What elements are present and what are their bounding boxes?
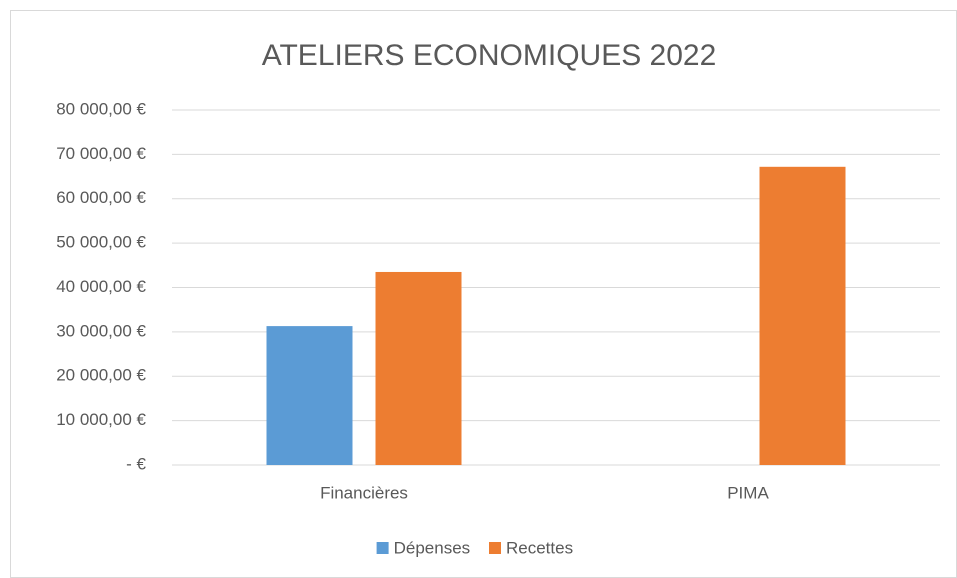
legend-swatch: [489, 542, 501, 554]
y-tick-label: 50 000,00 €: [56, 233, 146, 252]
legend-label: Dépenses: [394, 538, 471, 557]
y-tick-label: - €: [126, 454, 146, 473]
x-tick-label: Financières: [320, 483, 408, 502]
y-tick-label: 20 000,00 €: [56, 366, 146, 385]
bar: [759, 166, 846, 466]
y-tick-label: 40 000,00 €: [56, 277, 146, 296]
y-tick-label: 80 000,00 €: [56, 99, 146, 118]
bar: [375, 271, 462, 465]
y-tick-label: 30 000,00 €: [56, 321, 146, 340]
legend-swatch: [376, 542, 389, 554]
chart-title: ATELIERS ECONOMIQUES 2022: [262, 39, 717, 72]
legend-label: Recettes: [506, 538, 573, 557]
bar: [266, 326, 353, 465]
y-tick-label: 60 000,00 €: [56, 188, 146, 207]
y-tick-label: 70 000,00 €: [56, 144, 146, 163]
x-tick-label: PIMA: [727, 483, 769, 502]
y-tick-label: 10 000,00 €: [56, 410, 146, 429]
